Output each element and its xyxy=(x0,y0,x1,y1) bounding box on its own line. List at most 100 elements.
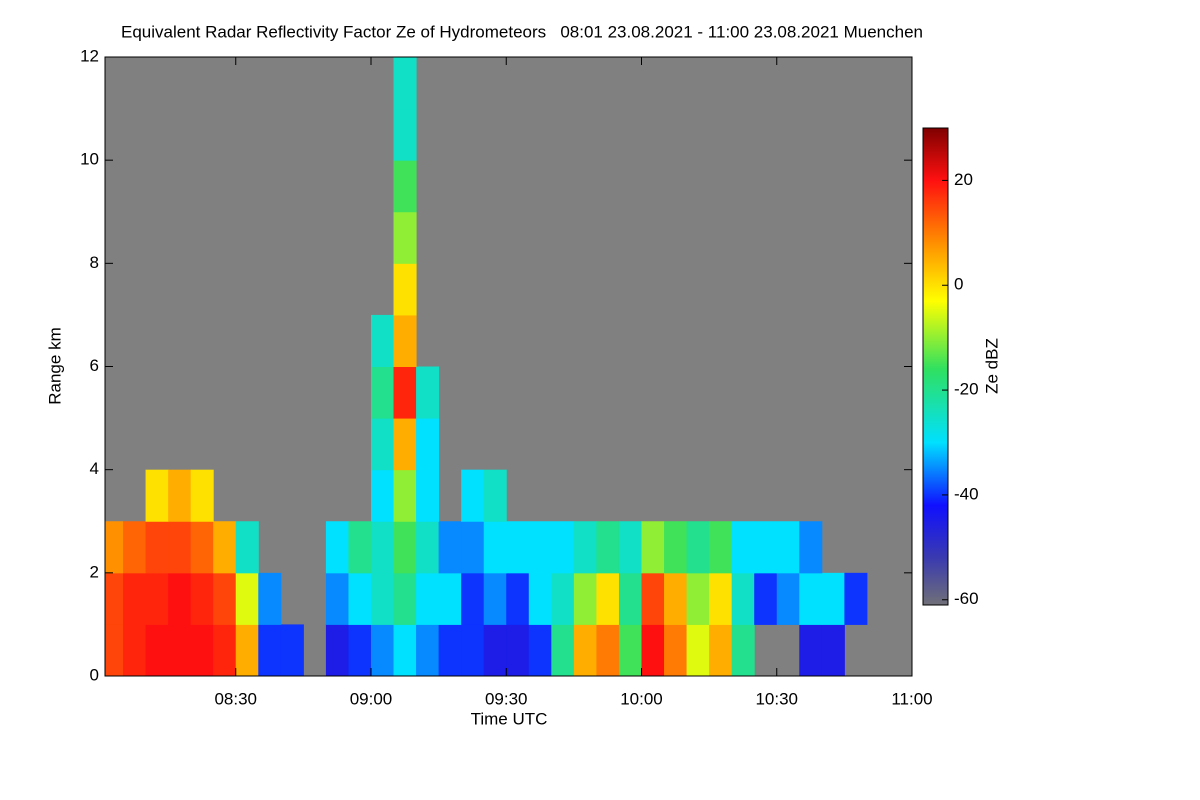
heatmap-cell xyxy=(461,469,485,522)
heatmap-cell xyxy=(235,624,259,677)
heatmap-cell xyxy=(325,624,349,677)
heatmap-cell xyxy=(551,521,575,574)
heatmap-cell xyxy=(280,624,304,677)
heatmap-cell xyxy=(754,521,778,574)
heatmap-cell xyxy=(754,572,778,625)
heatmap-cell xyxy=(596,624,620,677)
heatmap-cell xyxy=(551,624,575,677)
colorbar-tick-label: -20 xyxy=(954,380,979,399)
heatmap-cell xyxy=(731,521,755,574)
heatmap-cell xyxy=(483,624,507,677)
y-tick-label: 2 xyxy=(90,562,99,581)
heatmap-cell xyxy=(348,572,372,625)
y-axis-label: Range km xyxy=(45,327,64,404)
heatmap-cell xyxy=(168,469,192,522)
colorbar-label: Ze dBZ xyxy=(982,338,1001,394)
plot-area xyxy=(105,57,912,677)
x-tick-label: 08:30 xyxy=(214,689,257,708)
heatmap-cell xyxy=(145,624,169,677)
heatmap-cell xyxy=(393,469,417,522)
heatmap-cell xyxy=(573,521,597,574)
heatmap-cell xyxy=(776,521,800,574)
heatmap-cell xyxy=(573,624,597,677)
heatmap-cell xyxy=(213,521,237,574)
heatmap-cell xyxy=(235,572,259,625)
heatmap-cell xyxy=(123,572,147,625)
heatmap-cell xyxy=(686,572,710,625)
chart-title: Equivalent Radar Reflectivity Factor Ze … xyxy=(121,22,923,41)
heatmap-cell xyxy=(461,624,485,677)
heatmap-cell xyxy=(105,521,124,574)
x-tick-label: 11:00 xyxy=(891,689,932,708)
heatmap-cell xyxy=(799,521,823,574)
heatmap-cell xyxy=(483,572,507,625)
heatmap-cell xyxy=(393,572,417,625)
colorbar-tick-label: 0 xyxy=(954,275,963,294)
heatmap-cell xyxy=(348,521,372,574)
heatmap-cell xyxy=(145,521,169,574)
heatmap-cell xyxy=(393,366,417,419)
heatmap-cell xyxy=(213,624,237,677)
heatmap-cell xyxy=(123,521,147,574)
heatmap-cell xyxy=(123,624,147,677)
heatmap-cell xyxy=(731,572,755,625)
heatmap-cell xyxy=(506,521,530,574)
heatmap-cell xyxy=(416,624,440,677)
heatmap-cell xyxy=(416,521,440,574)
heatmap-cell xyxy=(416,572,440,625)
heatmap-cell xyxy=(393,263,417,316)
heatmap-cell xyxy=(168,624,192,677)
heatmap-cell xyxy=(641,624,665,677)
heatmap-cell xyxy=(551,572,575,625)
heatmap-cell xyxy=(844,572,868,625)
heatmap-cell xyxy=(664,572,688,625)
heatmap-cell xyxy=(416,366,440,419)
heatmap-cell xyxy=(190,469,214,522)
colorbar-tick-label: -40 xyxy=(954,484,979,503)
heatmap-cell xyxy=(799,572,823,625)
x-tick-label: 10:30 xyxy=(755,689,798,708)
heatmap-cell xyxy=(709,624,733,677)
heatmap-cell xyxy=(596,521,620,574)
heatmap-cell xyxy=(821,572,845,625)
y-tick-label: 12 xyxy=(80,46,99,65)
heatmap-cell xyxy=(416,418,440,471)
heatmap-cell xyxy=(393,57,417,110)
heatmap-cell xyxy=(596,572,620,625)
heatmap-cell xyxy=(105,572,124,625)
heatmap-cell xyxy=(438,572,462,625)
heatmap-cell xyxy=(235,521,259,574)
heatmap-cell xyxy=(370,366,395,419)
heatmap-cell xyxy=(528,624,552,677)
heatmap-cell xyxy=(190,572,214,625)
heatmap-cell xyxy=(393,418,417,471)
heatmap-cell xyxy=(506,572,530,625)
y-tick-label: 10 xyxy=(80,150,99,169)
heatmap-cell xyxy=(168,521,192,574)
heatmap-cell xyxy=(573,572,597,625)
colorbar-tick-label: 20 xyxy=(954,170,973,189)
heatmap-cell xyxy=(258,572,282,625)
heatmap-cell xyxy=(370,469,395,522)
heatmap-cell xyxy=(461,521,485,574)
heatmap-cell xyxy=(483,521,507,574)
heatmap-cell xyxy=(461,572,485,625)
heatmap-cell xyxy=(528,521,552,574)
heatmap-cell xyxy=(213,572,237,625)
heatmap-cell xyxy=(370,572,395,625)
heatmap-cell xyxy=(190,521,214,574)
heatmap-cell xyxy=(370,624,395,677)
heatmap-cell xyxy=(393,624,417,677)
heatmap-cell xyxy=(370,418,395,471)
heatmap-cell xyxy=(709,521,733,574)
y-tick-label: 4 xyxy=(90,459,99,478)
heatmap-cell xyxy=(105,624,124,677)
x-tick-label: 09:00 xyxy=(350,689,393,708)
heatmap-cell xyxy=(821,624,845,677)
colorbar-tick-label: -60 xyxy=(954,589,979,608)
y-tick-label: 8 xyxy=(90,253,99,272)
y-tick-label: 0 xyxy=(90,665,99,684)
heatmap-cell xyxy=(776,572,800,625)
x-tick-label: 09:30 xyxy=(485,689,528,708)
heatmap-cell xyxy=(370,314,395,367)
